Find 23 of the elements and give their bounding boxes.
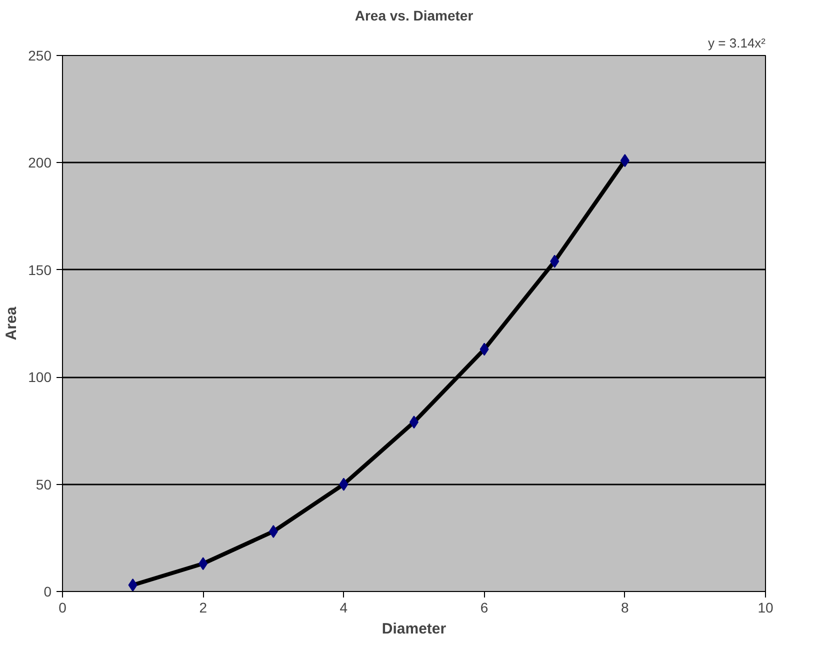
y-tick-label: 100	[28, 369, 52, 386]
x-tick-label: 4	[340, 600, 348, 616]
x-tick-label: 10	[758, 600, 774, 616]
x-tick-label: 6	[480, 600, 488, 616]
y-tick-label: 250	[28, 48, 52, 64]
point	[620, 154, 630, 168]
x-tick-label: 2	[199, 600, 208, 616]
chart-title: Area vs. Diameter	[354, 8, 474, 24]
point	[268, 524, 278, 538]
x-tick-label: 0	[58, 600, 67, 616]
x-tick-label: 8	[621, 600, 630, 616]
x-axis-title: Diameter	[382, 620, 446, 638]
point	[480, 342, 489, 356]
y-tick-label: 200	[28, 154, 52, 171]
text: y = 3.14x²	[708, 36, 766, 50]
y-axis-title: Area	[3, 306, 20, 340]
y-tick-label: 50	[36, 476, 52, 492]
y-tick-label: 150	[28, 262, 52, 278]
point	[198, 557, 208, 570]
y-tick-label: 0	[44, 584, 52, 600]
point	[550, 254, 560, 268]
point	[128, 578, 138, 592]
point	[339, 478, 348, 491]
